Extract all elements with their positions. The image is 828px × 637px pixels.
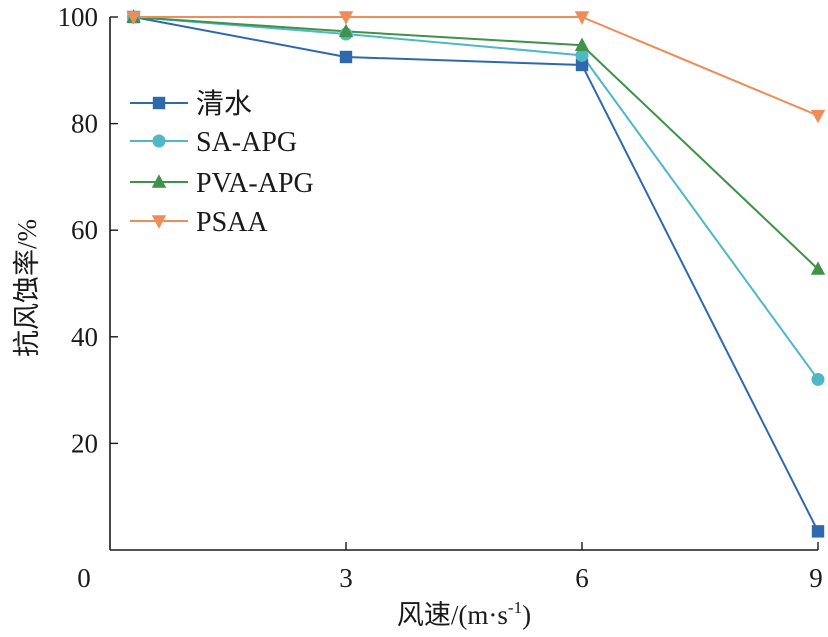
x-tick-label: 9: [809, 563, 823, 593]
legend-item: SA-APG: [130, 127, 297, 158]
series-line-0: [133, 16, 819, 532]
data-point-3-3: [810, 109, 826, 124]
legend-item: PSAA: [130, 207, 268, 238]
legend-marker: [151, 174, 167, 188]
data-point-3-0: [126, 11, 141, 25]
x-tick-label: 3: [339, 563, 353, 593]
series-markers: [126, 9, 826, 538]
data-point-0-2: [575, 58, 589, 72]
x-tick-label: 6: [575, 563, 589, 593]
legend: 清水 SA-APG PVA-APG PSAA: [130, 88, 314, 238]
y-tick-label: 60: [71, 215, 98, 245]
y-tick-label: 40: [71, 322, 98, 352]
legend-label: PVA-APG: [196, 168, 314, 199]
legend-label: 清水: [196, 88, 252, 120]
data-point-3-1: [338, 11, 354, 25]
data-point-1-3: [811, 372, 825, 386]
series-line-3: [133, 16, 819, 117]
legend-marker: [152, 134, 166, 148]
series-lines: [133, 16, 819, 532]
series-line-1: [133, 16, 819, 381]
series-line-2: [133, 16, 819, 270]
legend-label: PSAA: [196, 207, 268, 238]
y-tick-label: 20: [71, 428, 98, 458]
axes: [109, 17, 818, 551]
x-axis-title-main: 风速/(m·s: [397, 600, 508, 630]
legend-item: PVA-APG: [130, 168, 314, 199]
x-axis-title-superscript: -1: [508, 598, 522, 617]
data-point-3-2: [574, 11, 590, 25]
y-tick-label: 100: [58, 2, 99, 32]
data-point-2-3: [810, 261, 826, 275]
data-point-2-2: [574, 37, 590, 51]
y-tick-label: 80: [71, 109, 98, 139]
x-axis-title: 风速/(m·s-1): [397, 598, 531, 630]
data-point-1-2: [575, 48, 589, 62]
legend-marker: [151, 215, 167, 229]
legend-item: 清水: [130, 88, 252, 120]
data-point-2-1: [338, 23, 354, 38]
ticks: 20 40 60 80 100 0 3 6 9: [58, 2, 823, 593]
data-point-0-1: [339, 50, 353, 64]
x-axis-title-end: ): [522, 600, 531, 630]
legend-label: SA-APG: [196, 127, 297, 158]
x-tick-label: 0: [77, 563, 91, 593]
legend-marker: [152, 96, 166, 110]
data-point-0-3: [811, 525, 825, 538]
y-axis-title: 抗风蚀率/%: [12, 219, 42, 357]
